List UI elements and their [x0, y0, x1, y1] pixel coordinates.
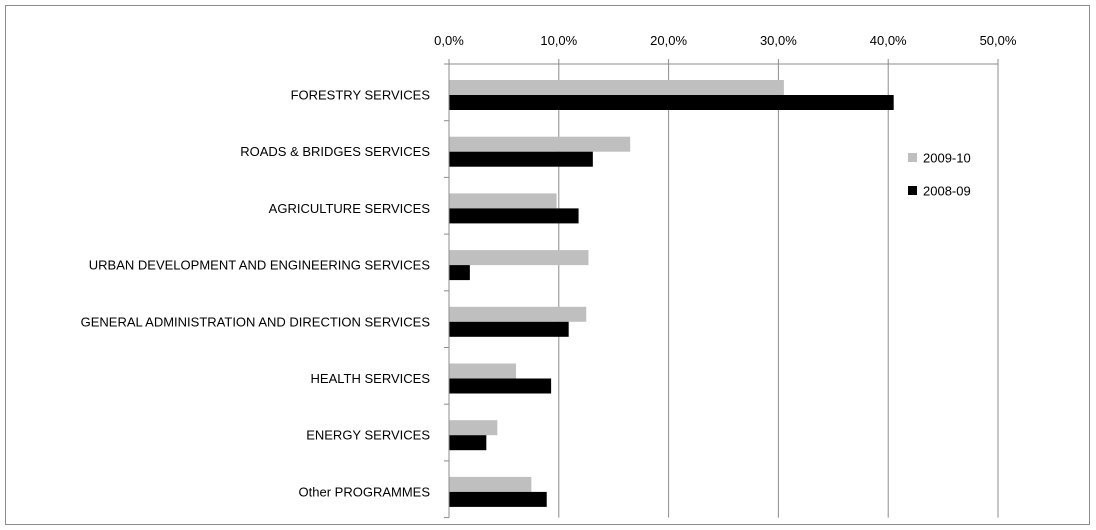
x-tick-label: 0,0% [434, 33, 464, 48]
x-tick-label: 30,0% [760, 33, 797, 48]
category-label: ROADS & BRIDGES SERVICES [240, 144, 430, 159]
x-tick-label: 20,0% [650, 33, 687, 48]
legend-label: 2008-09 [923, 184, 971, 199]
category-label: ENERGY SERVICES [306, 428, 430, 443]
legend-label: 2009-10 [923, 151, 971, 166]
bar-2009-10 [449, 420, 498, 436]
bar-2009-10 [449, 476, 532, 492]
bar-2009-10 [449, 363, 516, 379]
bar-2008-09 [449, 435, 487, 451]
bar-2009-10 [449, 80, 784, 95]
labels: 0,0% 10,0% 20,0% 30,0% 40,0% 50,0% FORESTRY SE… [81, 33, 1017, 499]
bar-2009-10 [449, 250, 589, 266]
category-label: AGRICULTURE SERVICES [269, 201, 431, 216]
legend-swatch [908, 186, 917, 195]
x-tick-label: 10,0% [540, 33, 577, 48]
bar-2009-10 [449, 306, 587, 322]
category-label: GENERAL ADMINISTRATION AND DIRECTION SER… [81, 314, 431, 329]
category-label: HEALTH SERVICES [311, 371, 431, 386]
x-tick-label: 50,0% [980, 33, 1017, 48]
category-label: URBAN DEVELOPMENT AND ENGINEERING SERVIC… [89, 258, 431, 273]
bar-2008-09 [449, 491, 547, 507]
bar-2009-10 [449, 136, 631, 152]
bar-2008-09 [449, 151, 593, 167]
gridlines [558, 64, 999, 518]
axes [444, 59, 999, 519]
legend: 2009-10 2008-09 [908, 151, 971, 199]
x-tick-label: 40,0% [870, 33, 907, 48]
bar-2008-09 [449, 378, 552, 394]
bar-2008-09 [449, 321, 569, 337]
bar-2008-09 [449, 208, 579, 224]
bars [449, 80, 894, 507]
category-label: Other PROGRAMMES [299, 484, 431, 499]
bar-2009-10 [449, 193, 557, 209]
category-label: FORESTRY SERVICES [291, 88, 431, 103]
legend-swatch [908, 153, 917, 162]
bar-2008-09 [449, 265, 470, 281]
bar-2008-09 [449, 95, 894, 110]
